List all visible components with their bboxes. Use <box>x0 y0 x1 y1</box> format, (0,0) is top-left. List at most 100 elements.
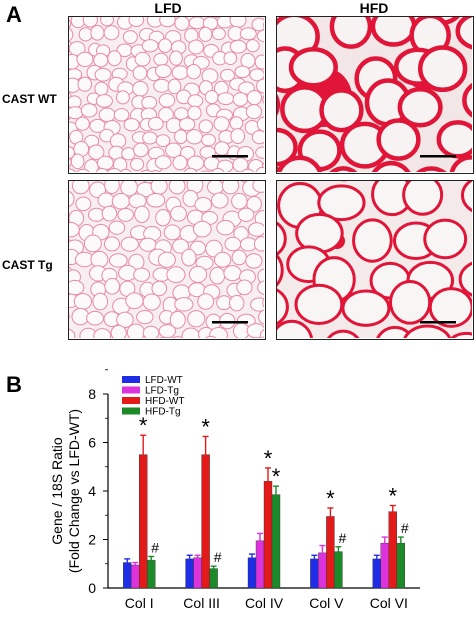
adipocyte-cell <box>133 267 151 282</box>
adipocyte-cell <box>106 168 122 172</box>
adipocyte-cell <box>423 218 468 260</box>
scale-bar <box>212 155 248 158</box>
adipocyte-cell <box>132 65 148 81</box>
adipocyte-cell <box>75 196 92 212</box>
adipocyte-cell <box>116 311 134 329</box>
adipocyte-cell <box>174 297 194 312</box>
adipocyte-cell <box>69 19 72 29</box>
significance-asterisk: * <box>326 486 335 511</box>
adipocyte-cell <box>155 134 171 147</box>
adipocyte-cell <box>253 236 264 252</box>
adipocyte-cell <box>462 82 472 118</box>
scale-bar <box>420 321 456 324</box>
adipocyte-cell <box>169 50 183 66</box>
adipocyte-cell <box>69 190 75 208</box>
adipocyte-cell <box>98 107 116 123</box>
bar <box>372 558 381 589</box>
adipocyte-cell <box>183 167 198 172</box>
adipocyte-cell <box>172 238 189 254</box>
adipocyte-cell <box>158 38 173 53</box>
adipocyte-cell <box>154 155 172 170</box>
adipocyte-cell <box>319 88 364 133</box>
bar <box>255 540 265 589</box>
adipocyte-cell <box>158 93 176 108</box>
adipocyte-cell <box>113 108 130 122</box>
bar <box>122 562 132 589</box>
adipocyte-cell <box>134 205 150 224</box>
adipocyte-cell <box>326 329 360 338</box>
legend-swatch <box>122 407 140 415</box>
adipocyte-cell <box>128 17 145 28</box>
adipocyte-cell <box>90 25 105 41</box>
adipocyte-cell <box>140 169 153 172</box>
adipocyte-cell <box>111 193 131 210</box>
adipocyte-cell <box>376 325 414 338</box>
adipocyte-cell <box>251 130 264 145</box>
legend-label: LFD-Tg <box>145 386 179 397</box>
adipocyte-cell <box>168 181 186 195</box>
adipocyte-cell <box>93 328 112 338</box>
adipocyte-cell <box>130 157 145 171</box>
adipocyte-cell <box>198 119 213 134</box>
adipocyte-cell <box>205 239 223 258</box>
adipocyte-cell <box>255 146 264 159</box>
adipocyte-cell <box>158 324 177 338</box>
bar <box>146 559 156 589</box>
adipocyte-cell <box>83 234 102 253</box>
adipocyte-cell <box>246 89 263 106</box>
adipocyte-cell <box>172 155 188 171</box>
bar <box>326 516 335 589</box>
adipocyte-cell <box>69 279 85 296</box>
adipocyte-cell <box>133 142 149 158</box>
y-tick-label: 8 <box>88 386 96 402</box>
adipocyte-cell <box>110 324 127 338</box>
adipocyte-cell <box>249 68 264 82</box>
bar <box>334 551 343 589</box>
x-tick-label: Col III <box>183 595 220 611</box>
adipocyte-cell <box>139 237 157 252</box>
adipocyte-cell <box>370 17 417 47</box>
adipocyte-cell <box>84 159 99 172</box>
adipocyte-cell <box>252 181 264 193</box>
bar <box>271 494 281 589</box>
adipocyte-cell <box>245 104 263 120</box>
adipocyte-cell <box>460 181 472 213</box>
adipocyte-cell <box>171 65 189 80</box>
adipocyte-cell <box>455 17 472 50</box>
adipocyte-cell <box>229 116 244 131</box>
significance-asterisk: * <box>139 413 148 438</box>
adipocyte-cell <box>185 129 203 145</box>
adipocyte-cell <box>169 310 186 329</box>
adipocyte-cell <box>119 168 132 172</box>
adipocyte-cell <box>388 280 432 325</box>
adipocyte-cell <box>174 17 190 31</box>
bar <box>201 454 210 589</box>
adipocyte-cell <box>229 17 247 28</box>
x-tick-label: Col IV <box>245 595 284 611</box>
adipocyte-cell <box>210 192 229 209</box>
adipocyte-cell <box>104 181 120 195</box>
adipocyte-cell <box>194 196 213 213</box>
adipocyte-cell <box>236 279 253 296</box>
adipocyte-cell <box>150 181 168 195</box>
adipocyte-cell <box>257 268 264 285</box>
bar <box>310 558 319 589</box>
adipocyte-cell <box>174 129 188 145</box>
significance-hash: # <box>339 530 347 546</box>
bar <box>263 481 273 589</box>
adipocyte-cell <box>187 94 204 108</box>
micrograph-hfd-wt <box>276 16 474 174</box>
adipocyte-cell <box>254 54 264 70</box>
adipocyte-cell <box>245 39 260 53</box>
x-tick-label: Col VI <box>370 595 408 611</box>
adipocyte-cell <box>187 310 206 328</box>
micrograph-lfd-tg <box>68 180 266 340</box>
adipocyte-cell <box>449 155 472 172</box>
adipocyte-cell <box>260 336 264 338</box>
adipocyte-cell <box>250 297 264 312</box>
bar <box>380 542 389 589</box>
y-axis-label-line2: (Fold Change vs LFD-WT) <box>66 409 82 573</box>
adipocyte-cell <box>90 250 109 268</box>
adipocyte-cell <box>223 265 242 282</box>
adipocyte-cell <box>239 27 257 41</box>
